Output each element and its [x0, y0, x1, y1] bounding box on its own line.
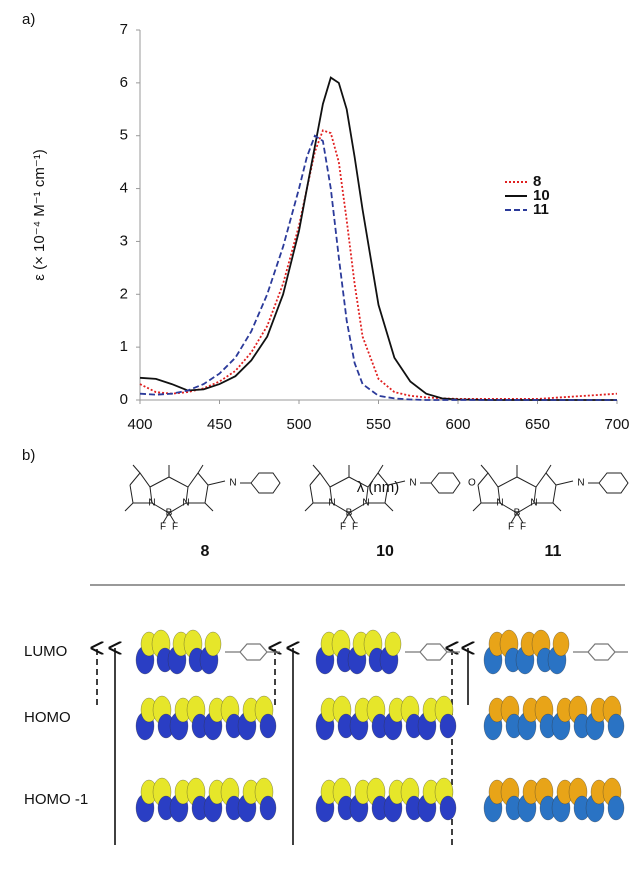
atom-label: N — [362, 498, 369, 509]
atom-label: N — [148, 498, 155, 509]
panel-label: a) — [22, 11, 35, 28]
x-axis-label: λ (nm) — [357, 479, 400, 496]
legend-label: 10 — [533, 187, 550, 204]
lobe — [607, 713, 625, 739]
atom-label: F — [340, 522, 346, 533]
compound-label: 8 — [201, 543, 210, 560]
y-tick-label: 5 — [120, 127, 128, 144]
substituent — [405, 643, 460, 661]
y-tick-label: 7 — [120, 21, 128, 38]
atom-label: B — [346, 508, 353, 519]
series-line — [139, 134, 617, 401]
orbital-plot — [135, 777, 277, 823]
atom-label: N — [182, 498, 189, 509]
orbital-plot — [483, 629, 628, 675]
y-tick-label: 6 — [120, 74, 128, 91]
orbital-plot — [315, 777, 457, 823]
x-tick-label: 700 — [604, 416, 629, 433]
atom-label: B — [166, 508, 173, 519]
atom-label: N — [496, 498, 503, 509]
legend-label: 8 — [533, 173, 541, 190]
x-tick-label: 400 — [127, 416, 152, 433]
panel-label: b) — [22, 447, 35, 464]
y-tick-label: 1 — [120, 338, 128, 355]
atom-label: F — [508, 522, 514, 533]
x-tick-label: 450 — [207, 416, 232, 433]
atom-label: F — [520, 522, 526, 533]
orbital-plot — [315, 695, 457, 741]
lobe — [607, 795, 625, 821]
lobe — [384, 631, 402, 657]
atom-label: N — [328, 498, 335, 509]
y-axis-label: ε (× 10⁻⁴ M⁻¹ cm⁻¹) — [31, 149, 48, 280]
structure: NBNFFNCN — [472, 464, 629, 533]
y-tick-label: 4 — [120, 180, 128, 197]
lobe — [259, 795, 277, 821]
series-line — [139, 76, 617, 401]
orbital-plot — [483, 695, 625, 741]
lobe — [439, 713, 457, 739]
atom-label: N — [530, 498, 537, 509]
atom-label: F — [172, 522, 178, 533]
bonds — [124, 464, 281, 524]
y-tick-label: 3 — [120, 232, 128, 249]
lobe — [439, 795, 457, 821]
x-tick-label: 600 — [445, 416, 470, 433]
orbital-label: HOMO -1 — [24, 791, 88, 808]
lobe — [204, 631, 222, 657]
x-tick-label: 500 — [286, 416, 311, 433]
atom-label: O — [468, 478, 476, 489]
lobe — [552, 631, 570, 657]
atom-label: N — [229, 478, 236, 489]
x-tick-label: 650 — [525, 416, 550, 433]
atom-label: F — [352, 522, 358, 533]
orbital-plot — [135, 695, 277, 741]
x-tick-label: 550 — [366, 416, 391, 433]
compound-label: 10 — [376, 543, 394, 560]
series-line — [139, 129, 618, 400]
y-tick-label: 0 — [120, 391, 128, 408]
atom-label: B — [514, 508, 521, 519]
legend-label: 11 — [533, 201, 549, 218]
atom-label: F — [160, 522, 166, 533]
substituent — [573, 643, 628, 661]
y-tick-label: 2 — [120, 285, 128, 302]
bonds — [304, 464, 461, 524]
lobe — [259, 713, 277, 739]
orbital-label: LUMO — [24, 643, 67, 660]
orbital-plot — [483, 777, 625, 823]
bonds — [472, 464, 629, 524]
atom-label: N — [409, 478, 416, 489]
orbital-plot — [315, 629, 460, 675]
substituent — [225, 643, 280, 661]
orbital-label: HOMO — [24, 709, 71, 726]
atom-label: N — [577, 478, 584, 489]
compound-label: 11 — [545, 543, 562, 560]
orbital-plot — [135, 629, 280, 675]
